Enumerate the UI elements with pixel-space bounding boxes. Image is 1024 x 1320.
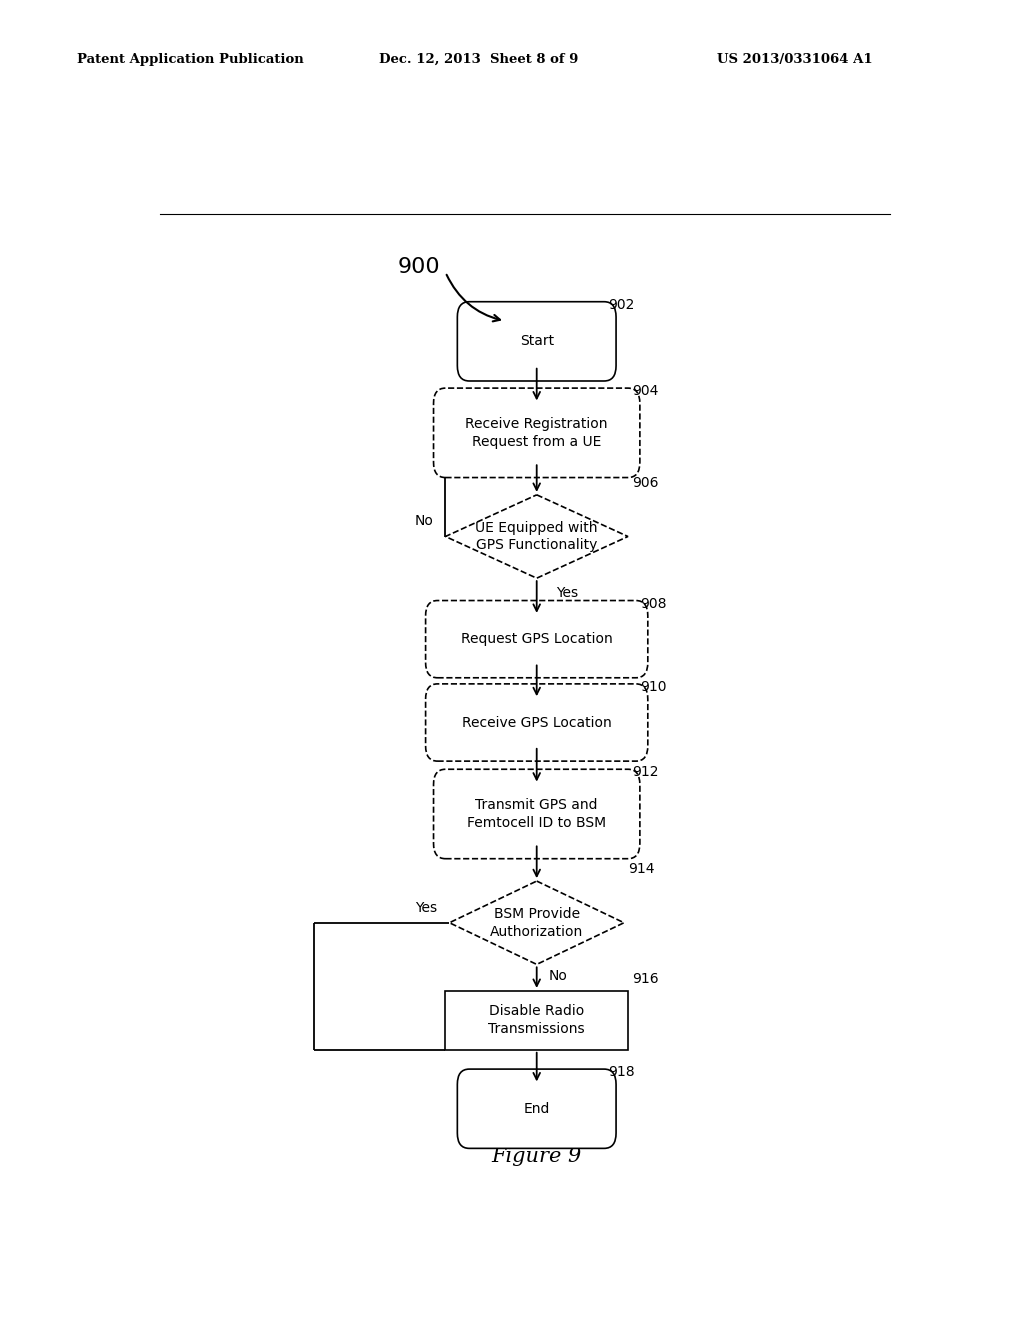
Text: Request GPS Location: Request GPS Location [461,632,612,647]
Text: US 2013/0331064 A1: US 2013/0331064 A1 [717,53,872,66]
Text: Dec. 12, 2013  Sheet 8 of 9: Dec. 12, 2013 Sheet 8 of 9 [379,53,579,66]
Text: Figure 9: Figure 9 [492,1147,582,1166]
Text: Start: Start [519,334,554,348]
Text: End: End [523,1102,550,1115]
Text: 908: 908 [640,597,667,611]
Text: 918: 918 [608,1065,635,1080]
Text: 902: 902 [608,298,635,312]
Bar [445,991,628,1049]
Text: Patent Application Publication: Patent Application Publication [77,53,303,66]
Polygon shape [445,495,628,578]
Text: Yes: Yes [416,900,437,915]
Text: Receive Registration
Request from a UE: Receive Registration Request from a UE [466,417,608,449]
FancyBboxPatch shape [433,770,640,859]
Text: UE Equipped with
GPS Functionality: UE Equipped with GPS Functionality [475,520,598,553]
Polygon shape [450,880,624,965]
Text: Receive GPS Location: Receive GPS Location [462,715,611,730]
Text: 906: 906 [632,475,658,490]
Text: Yes: Yes [557,586,579,601]
Text: 904: 904 [632,384,658,399]
Text: 910: 910 [640,680,667,694]
FancyBboxPatch shape [433,388,640,478]
Text: No: No [415,515,433,528]
FancyBboxPatch shape [426,684,648,762]
FancyBboxPatch shape [458,1069,616,1148]
Text: 914: 914 [628,862,654,876]
Text: BSM Provide
Authorization: BSM Provide Authorization [490,907,584,939]
Text: Disable Radio
Transmissions: Disable Radio Transmissions [488,1005,585,1036]
FancyBboxPatch shape [426,601,648,677]
Text: 912: 912 [632,766,658,779]
Text: Transmit GPS and
Femtocell ID to BSM: Transmit GPS and Femtocell ID to BSM [467,799,606,830]
Text: No: No [549,969,567,983]
FancyBboxPatch shape [458,302,616,381]
Text: 900: 900 [397,257,440,277]
Text: 916: 916 [632,972,658,986]
